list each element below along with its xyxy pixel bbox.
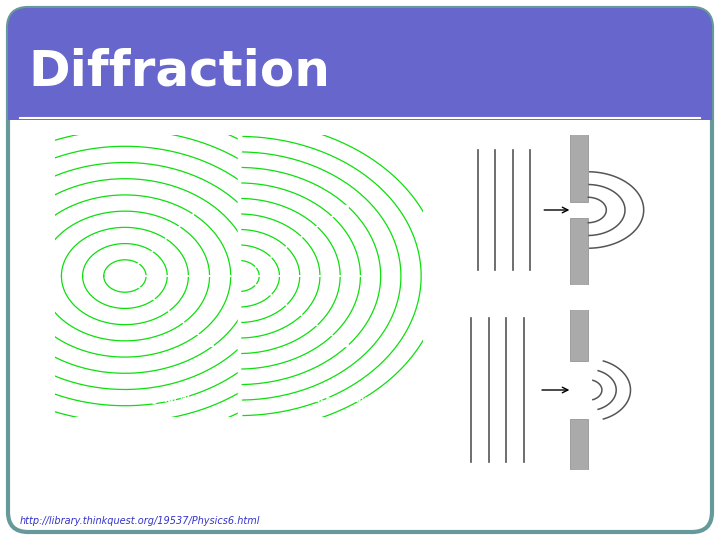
FancyBboxPatch shape: [8, 8, 712, 118]
Bar: [570, 419, 588, 470]
Bar: [570, 294, 588, 361]
Text: http://library.thinkquest.org/19537/Physics6.html: http://library.thinkquest.org/19537/Phys…: [20, 516, 261, 526]
Bar: [570, 218, 588, 285]
Text: Diffraction: Diffraction: [28, 48, 330, 96]
FancyBboxPatch shape: [8, 8, 712, 532]
Bar: [570, 134, 588, 202]
Bar: [8, 80, 712, 120]
Text: Diffracted Waves: Diffracted Waves: [291, 395, 379, 404]
Text: Source: Source: [112, 293, 138, 302]
Text: Original Waves: Original Waves: [136, 395, 213, 404]
